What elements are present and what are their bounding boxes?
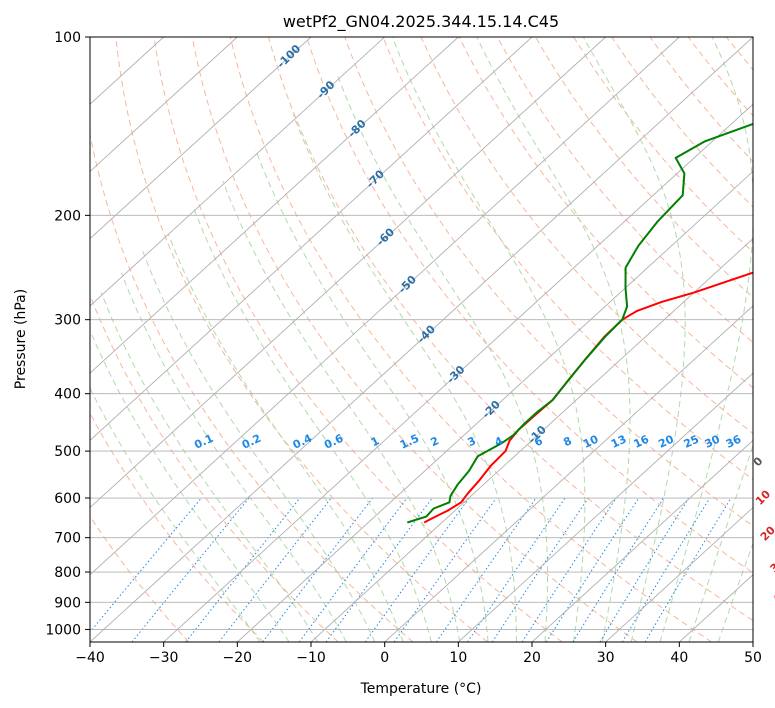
moist-adiabat-label: 20 (758, 523, 775, 543)
mixing-ratio-label: 10 (581, 432, 601, 450)
chart-title: wetPf2_GN04.2025.344.15.14.C45 (283, 12, 559, 32)
mixing-ratio-label: 36 (724, 432, 744, 450)
y-tick-label: 100 (54, 30, 81, 46)
moist-adiabat (142, 251, 376, 642)
dry-adiabat (90, 412, 264, 642)
x-tick-label: −40 (75, 650, 105, 666)
mixing-ratio-line (621, 497, 711, 642)
dry-adiabat (765, 37, 775, 642)
y-tick-label: 1000 (45, 622, 81, 638)
moist-adiabat (292, 114, 517, 642)
isotherm-line (458, 372, 753, 642)
isotherm-line (605, 506, 753, 642)
moist-adiabat (688, 443, 753, 642)
mixing-ratio-line (298, 497, 408, 642)
y-tick-label: 400 (54, 387, 81, 403)
dry-adiabat (153, 37, 563, 642)
dry-adiabat (420, 37, 753, 435)
x-tick-label: 50 (744, 650, 762, 666)
mixing-ratio-line (599, 497, 690, 642)
isotherm-line (90, 37, 533, 441)
isotherm-line (90, 37, 312, 240)
y-tick-label: 900 (54, 595, 81, 611)
isotherm-line (531, 439, 753, 642)
moist-adiabat-label: 40 (770, 586, 775, 606)
isotherm-line (90, 37, 238, 173)
isotherm-line (384, 305, 753, 642)
mixing-ratio-label: 30 (703, 432, 723, 450)
mixing-ratio-line (491, 497, 589, 642)
moist-adiabat-label: 30 (768, 555, 775, 575)
moist-adiabat (659, 37, 753, 642)
isotherm-line (90, 37, 385, 307)
mixing-ratio-line (572, 497, 665, 642)
x-tick-label: −10 (296, 650, 326, 666)
mixing-ratio-line (90, 497, 202, 633)
mixing-ratio-label: 13 (609, 433, 628, 451)
dewpoint-line (407, 122, 753, 524)
mixing-ratio-line (185, 497, 301, 642)
dry-adiabat (229, 37, 712, 642)
isotherm-line (90, 37, 680, 576)
y-axis-label: Pressure (hPa) (13, 289, 29, 389)
dry-adiabat (306, 37, 753, 574)
dry-adiabat (611, 37, 753, 208)
dry-adiabat (496, 37, 753, 344)
moist-adiabat (255, 149, 489, 642)
dry-adiabat (191, 37, 638, 642)
moist-adiabat (582, 37, 686, 642)
x-axis-label: Temperature (°C) (360, 681, 482, 697)
isotherm-line (90, 37, 753, 642)
y-tick-label: 800 (54, 565, 81, 581)
x-tick-label: 20 (523, 650, 541, 666)
moist-adiabat (336, 72, 548, 642)
isotherm-line (90, 37, 606, 509)
mixing-ratio-line (218, 497, 332, 642)
moist-adiabat (90, 329, 290, 642)
x-tick-label: 0 (380, 650, 389, 666)
dry-adiabat (382, 37, 753, 481)
isotherm-line (90, 37, 459, 374)
plot-frame (89, 36, 754, 643)
moist-adiabat (717, 542, 753, 642)
mixing-ratio-line (467, 497, 566, 642)
moist-adiabat (476, 37, 631, 642)
y-tick-label: 500 (54, 444, 81, 460)
x-tick-label: 10 (449, 650, 467, 666)
y-tick-label: 600 (54, 491, 81, 507)
x-tick-label: −20 (223, 650, 253, 666)
dry-adiabat (90, 515, 190, 642)
isotherm-line (310, 238, 753, 642)
mixing-ratio-line (364, 497, 470, 642)
mixing-ratio-label: 20 (656, 432, 676, 450)
dry-adiabat (268, 37, 753, 622)
dry-adiabat (344, 37, 753, 527)
mixing-ratio-line (131, 497, 250, 642)
moist-adiabat-label: 10 (753, 487, 773, 507)
dry-adiabat (90, 293, 339, 642)
isotherm-line (752, 641, 753, 642)
mixing-ratio-label: 25 (682, 433, 701, 451)
isotherm-line (237, 170, 753, 642)
mixing-ratio-label: 16 (632, 432, 652, 450)
y-tick-label: 700 (54, 531, 81, 547)
mixing-ratio-line (325, 497, 433, 642)
moist-adiabat (120, 272, 347, 642)
dry-adiabat (115, 37, 488, 642)
y-tick-label: 200 (54, 208, 81, 224)
moist-adiabat (391, 37, 586, 642)
y-tick-label: 300 (54, 313, 81, 329)
mixing-ratio-line (644, 497, 732, 642)
x-tick-label: −30 (149, 650, 179, 666)
x-tick-label: 30 (597, 650, 615, 666)
x-tick-label: 40 (670, 650, 688, 666)
